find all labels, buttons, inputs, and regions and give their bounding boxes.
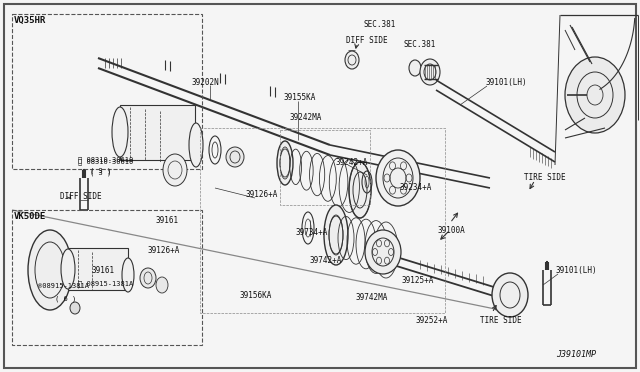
Text: 39252+A: 39252+A <box>415 316 447 325</box>
Text: VQ35HR: VQ35HR <box>14 16 46 25</box>
Ellipse shape <box>226 147 244 167</box>
Text: VK50DE: VK50DE <box>14 212 46 221</box>
Ellipse shape <box>324 205 348 265</box>
Text: TIRE SIDE: TIRE SIDE <box>480 316 522 325</box>
Bar <box>12 14 202 169</box>
Text: Ⓢ 08310-30610: Ⓢ 08310-30610 <box>78 156 133 163</box>
Ellipse shape <box>365 230 401 274</box>
Text: 39742+A: 39742+A <box>310 256 342 265</box>
Ellipse shape <box>112 107 128 157</box>
Ellipse shape <box>70 302 80 314</box>
Ellipse shape <box>565 57 625 133</box>
Ellipse shape <box>156 277 168 293</box>
Text: Ⓣ 08915-1381A: Ⓣ 08915-1381A <box>78 280 133 286</box>
Text: SEC.381: SEC.381 <box>404 40 436 49</box>
Text: 39242+A: 39242+A <box>335 158 367 167</box>
Text: 39126+A: 39126+A <box>245 190 277 199</box>
Ellipse shape <box>345 51 359 69</box>
Text: 39101(LH): 39101(LH) <box>485 78 527 87</box>
Ellipse shape <box>349 162 371 218</box>
Text: ®08915-1381A: ®08915-1381A <box>38 283 89 289</box>
Text: 39156KA: 39156KA <box>240 291 273 300</box>
Ellipse shape <box>28 230 72 310</box>
Text: 39100A: 39100A <box>438 226 466 235</box>
Text: TIRE SIDE: TIRE SIDE <box>524 173 566 182</box>
Text: 39161: 39161 <box>155 216 178 225</box>
Ellipse shape <box>277 141 293 185</box>
Ellipse shape <box>61 249 75 289</box>
Text: 39161: 39161 <box>92 266 115 275</box>
Text: 39742MA: 39742MA <box>355 293 387 302</box>
Text: 39126+A: 39126+A <box>147 246 179 255</box>
Bar <box>280 130 370 205</box>
Ellipse shape <box>409 60 421 76</box>
Bar <box>68 248 128 290</box>
Text: J39101MP: J39101MP <box>556 350 596 359</box>
Text: DIFF SIDE: DIFF SIDE <box>346 36 388 45</box>
Text: ( 6 ): ( 6 ) <box>55 295 76 301</box>
Text: 39155KA: 39155KA <box>283 93 316 102</box>
Text: Ⓢ 08310-30610: Ⓢ 08310-30610 <box>78 158 133 164</box>
Ellipse shape <box>163 154 187 186</box>
Text: ( 3 ): ( 3 ) <box>90 170 111 176</box>
Text: SEC.381: SEC.381 <box>364 20 396 29</box>
Text: ( 3 ): ( 3 ) <box>90 168 111 174</box>
Text: DIFF SIDE: DIFF SIDE <box>60 192 102 201</box>
Bar <box>200 128 445 313</box>
Text: 39125+A: 39125+A <box>402 276 435 285</box>
Bar <box>120 105 195 160</box>
Text: 39242MA: 39242MA <box>289 113 321 122</box>
Ellipse shape <box>492 273 528 317</box>
Ellipse shape <box>420 59 440 85</box>
Text: 39734+A: 39734+A <box>295 228 328 237</box>
Text: 39234+A: 39234+A <box>400 183 433 192</box>
Text: 39202N: 39202N <box>192 78 220 87</box>
Bar <box>12 210 202 345</box>
Ellipse shape <box>122 258 134 292</box>
Text: 39101(LH): 39101(LH) <box>555 266 596 275</box>
Ellipse shape <box>376 150 420 206</box>
Ellipse shape <box>140 268 156 288</box>
Ellipse shape <box>189 123 203 167</box>
